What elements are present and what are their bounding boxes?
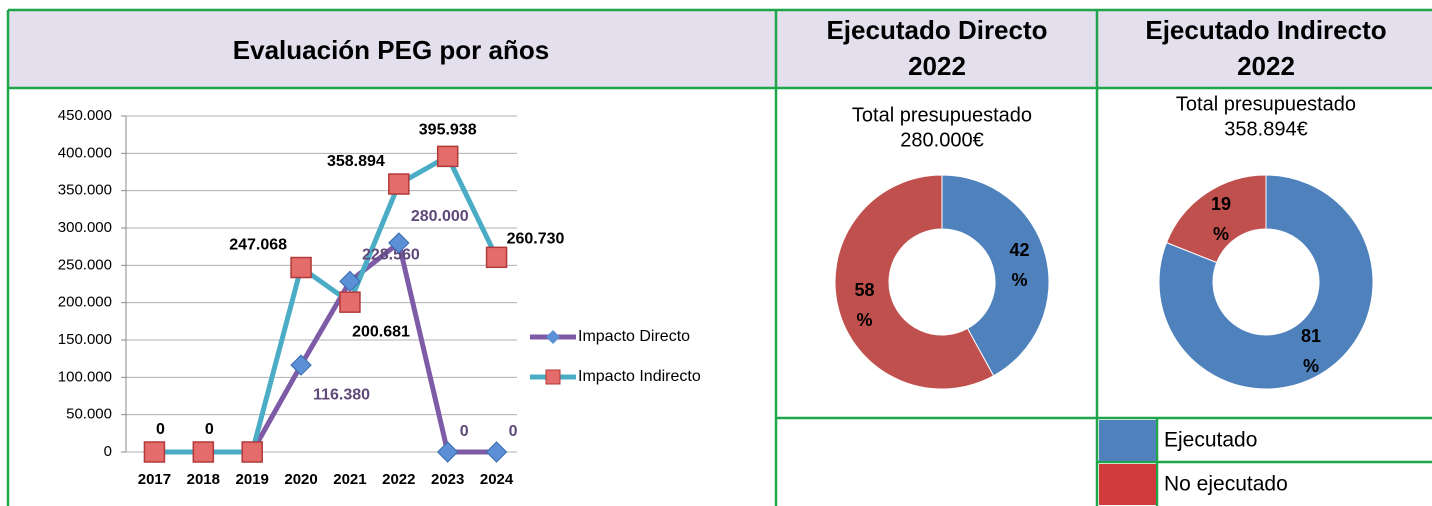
x-tick-label: 2020 — [284, 471, 317, 488]
cell-borders — [6, 8, 1432, 506]
marker — [290, 354, 312, 376]
data-label: 81% — [1301, 326, 1321, 376]
marker — [388, 232, 410, 254]
header: Evaluación PEG por años — [233, 35, 549, 65]
marker — [290, 256, 312, 279]
legend-marker — [545, 369, 561, 385]
legend-marker — [546, 330, 560, 344]
label-line: 58 — [854, 280, 874, 300]
data-label: 0 — [205, 421, 214, 438]
label-line: % — [1213, 224, 1229, 244]
marker — [192, 441, 215, 463]
y-tick-label: 100.000 — [58, 368, 112, 385]
y-tick-label: 50.000 — [66, 406, 112, 423]
data-label: 0 — [509, 423, 518, 440]
legend-label: Impacto Indirecto — [578, 368, 701, 385]
legend-swatch — [1099, 464, 1156, 505]
data-label: 200.681 — [352, 323, 410, 340]
data-label: 247.068 — [229, 237, 287, 254]
marker — [436, 145, 459, 168]
data-label: 0 — [460, 423, 469, 440]
x-tick-label: 2021 — [333, 471, 366, 488]
legend-label: Ejecutado — [1164, 429, 1257, 452]
header: Ejecutado Indirecto — [1145, 15, 1386, 45]
legend-label: No ejecutado — [1164, 473, 1288, 496]
y-tick-label: 400.000 — [58, 144, 112, 161]
y-tick-label: 350.000 — [58, 182, 112, 199]
data-label: 260.730 — [507, 231, 565, 248]
label-line: % — [1011, 270, 1027, 290]
y-tick-label: 250.000 — [58, 256, 112, 273]
donut-slice — [834, 174, 995, 390]
y-tick-label: 200.000 — [58, 294, 112, 311]
label-line: 81 — [1301, 326, 1321, 346]
series-line — [154, 153, 499, 455]
header: Ejecutado Directo — [826, 15, 1047, 45]
data-label: 116.380 — [313, 386, 370, 403]
data-label: 0 — [156, 421, 165, 438]
subtitle: Total presupuestado — [852, 104, 1032, 126]
subtitle: Total presupuestado — [1176, 93, 1356, 115]
marker — [143, 441, 166, 463]
x-tick-label: 2024 — [480, 471, 514, 488]
donut-slice — [941, 174, 1050, 377]
marker — [388, 173, 410, 195]
data-label: 228.560 — [362, 247, 420, 264]
marker — [485, 246, 508, 269]
data-label: 58% — [854, 280, 874, 330]
legend-swatch — [1099, 420, 1156, 461]
y-tick-label: 0 — [104, 443, 112, 460]
label-line: % — [857, 310, 873, 330]
donut-slice — [1165, 174, 1267, 264]
y-tick-label: 450.000 — [58, 107, 112, 124]
subtitle: 358.894€ — [1224, 118, 1307, 140]
marker — [485, 441, 508, 463]
marker — [241, 441, 263, 463]
x-tick-label: 2023 — [431, 471, 464, 488]
marker — [436, 441, 459, 463]
legend-label: Impacto Directo — [578, 328, 690, 345]
header: 2022 — [908, 51, 966, 81]
marker — [339, 291, 361, 313]
data-label: 42% — [1009, 240, 1029, 290]
x-tick-label: 2019 — [236, 471, 269, 488]
data-label: 358.894 — [327, 153, 385, 170]
x-tick-label: 2017 — [138, 471, 171, 488]
header-row — [8, 10, 1432, 88]
data-label: 19% — [1211, 194, 1231, 244]
marker — [339, 270, 361, 293]
y-tick-label: 150.000 — [58, 331, 112, 348]
data-label: 280.000 — [411, 208, 469, 225]
subtitle: 280.000€ — [900, 129, 983, 151]
x-tick-label: 2022 — [382, 471, 415, 488]
header: 2022 — [1237, 51, 1295, 81]
data-label: 395.938 — [419, 122, 477, 139]
y-tick-label: 300.000 — [58, 219, 112, 236]
label-line: 42 — [1009, 240, 1029, 260]
label-line: % — [1303, 356, 1319, 376]
x-tick-label: 2018 — [187, 471, 220, 488]
label-line: 19 — [1211, 194, 1231, 214]
donut-slice — [1158, 174, 1374, 390]
